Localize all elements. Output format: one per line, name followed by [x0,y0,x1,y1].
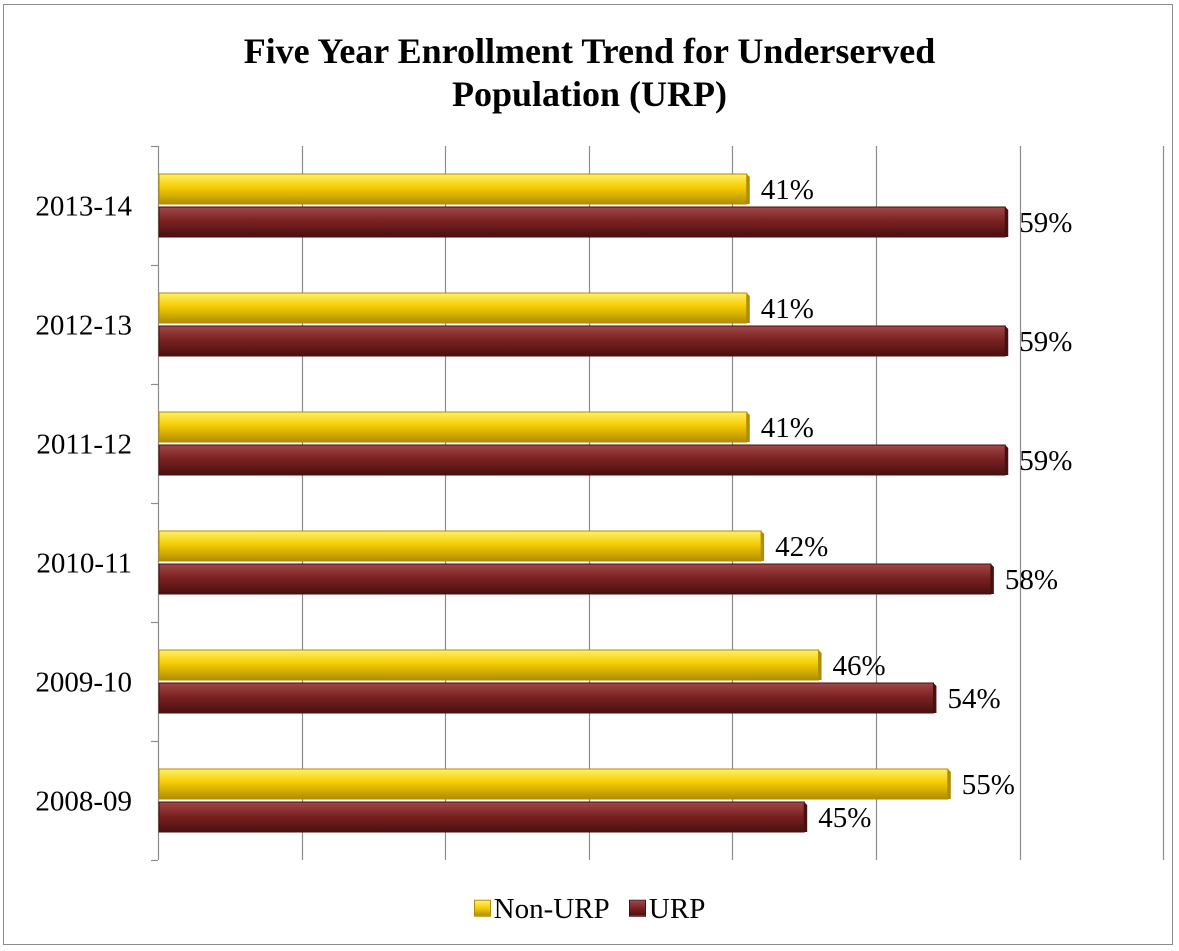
bar-side-urp-2010-11 [990,564,994,594]
category-label-2008-09: 2008-09 [35,786,132,818]
legend-item-non-urp: Non-URP [473,892,610,925]
bar-face-non-urp-2009-10 [158,649,820,681]
bar-face-urp-2009-10 [158,682,934,714]
bar-face-urp-2013-14 [158,206,1006,238]
bar-face-urp-2010-11 [158,563,992,595]
bar-side-non-urp-2009-10 [818,650,822,680]
data-labels: 41% 59% 41% 59% 41% 59% 42% 58% 46% 54% 55% 45% [761,174,1073,834]
category-label-2010-11: 2010-11 [36,548,132,580]
data-label-non-urp-2009-10: 46% [833,650,886,682]
bar-side-urp-2012-13 [1005,326,1009,356]
category-label-2011-12: 2011-12 [36,429,132,461]
legend-swatch-non-urp [473,899,491,917]
chart-title-line-1: Five Year Enrollment Trend for Underserv… [243,31,936,71]
bar-side-urp-2011-12 [1005,445,1009,475]
bar-non-urp-2009-10 [158,649,822,681]
bar-face-urp-2008-09 [158,801,805,833]
bar-urp-2012-13 [158,325,1009,357]
bar-face-urp-2011-12 [158,444,1006,476]
bar-urp-2008-09 [158,801,808,833]
bar-urp-2011-12 [158,444,1009,476]
legend-label-non-urp: Non-URP [493,892,610,925]
gridlines [301,146,1165,860]
chart-title: Five Year Enrollment Trend for Underserv… [0,30,1179,116]
bar-side-non-urp-2013-14 [746,174,750,204]
bar-face-non-urp-2012-13 [158,292,748,324]
bar-side-non-urp-2011-12 [746,412,750,442]
data-label-urp-2012-13: 59% [1019,326,1072,358]
bar-face-non-urp-2008-09 [158,768,949,800]
bars [158,173,1009,833]
bar-non-urp-2013-14 [158,173,750,205]
category-label-2009-10: 2009-10 [35,667,132,699]
bar-non-urp-2008-09 [158,768,951,800]
bar-side-non-urp-2012-13 [746,293,750,323]
data-label-urp-2010-11: 58% [1005,564,1058,596]
bar-urp-2009-10 [158,682,937,714]
bar-face-urp-2012-13 [158,325,1006,357]
data-label-non-urp-2013-14: 41% [761,174,814,206]
legend-label-urp: URP [648,892,706,925]
bar-side-urp-2008-09 [804,802,808,832]
legend: Non-URP URP [0,892,1179,925]
legend-swatch-urp [628,899,646,917]
bar-non-urp-2010-11 [158,530,765,562]
data-label-non-urp-2011-12: 41% [761,412,814,444]
bar-urp-2010-11 [158,563,994,595]
bar-urp-2013-14 [158,206,1009,238]
bar-non-urp-2011-12 [158,411,750,443]
bar-non-urp-2012-13 [158,292,750,324]
category-label-2013-14: 2013-14 [35,191,132,223]
data-label-urp-2011-12: 59% [1019,445,1072,477]
bar-side-non-urp-2008-09 [947,769,951,799]
bar-side-non-urp-2010-11 [761,531,765,561]
chart-title-line-2: Population (URP) [451,74,727,114]
data-label-urp-2009-10: 54% [947,683,1000,715]
bar-face-non-urp-2013-14 [158,173,748,205]
data-label-non-urp-2010-11: 42% [775,531,828,563]
data-label-non-urp-2008-09: 55% [962,769,1015,801]
legend-item-urp: URP [628,892,706,925]
data-label-urp-2008-09: 45% [818,802,871,834]
category-label-2012-13: 2012-13 [35,310,132,342]
bar-side-urp-2009-10 [933,683,937,713]
category-axis: 2013-14 2012-13 2011-12 2010-11 2009-10 2008-… [35,145,160,862]
data-label-non-urp-2012-13: 41% [761,293,814,325]
bar-face-non-urp-2010-11 [158,530,762,562]
bar-face-non-urp-2011-12 [158,411,748,443]
data-label-urp-2013-14: 59% [1019,207,1072,239]
bar-side-urp-2013-14 [1005,207,1009,237]
